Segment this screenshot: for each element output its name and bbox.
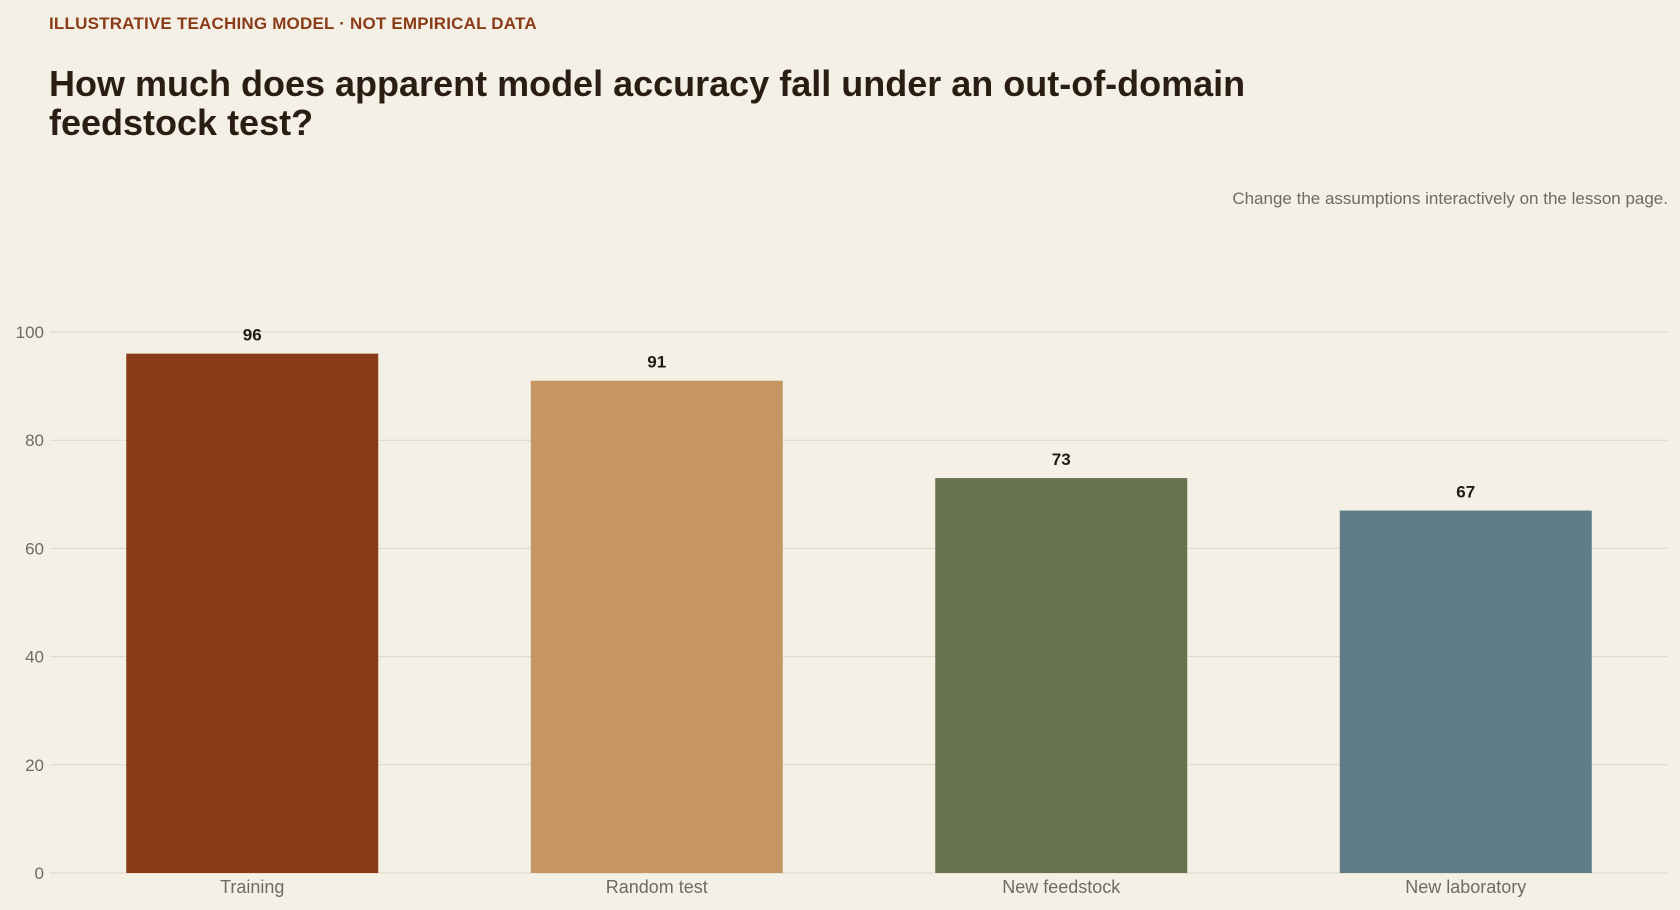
- value-label: 67: [1456, 483, 1475, 502]
- bar: [1339, 510, 1592, 873]
- value-labels: 96 91 73 67: [243, 326, 1475, 502]
- bar: [935, 478, 1188, 873]
- kicker-label: ILLUSTRATIVE TEACHING MODEL · NOT EMPIRI…: [49, 14, 537, 33]
- value-label: 73: [1052, 450, 1071, 469]
- x-category-label: Training: [220, 877, 284, 897]
- bar: [126, 353, 379, 873]
- bars: [126, 353, 1592, 873]
- value-label: 91: [647, 353, 666, 372]
- x-axis-categories: Training Random test New feedstock New labo…: [220, 877, 1526, 897]
- x-category-label: New feedstock: [1002, 877, 1121, 897]
- y-tick-label: 80: [25, 431, 44, 450]
- x-category-label: Random test: [606, 877, 708, 897]
- y-tick-label: 100: [16, 323, 44, 342]
- lesson-note: Change the assumptions interactively on …: [1232, 189, 1668, 208]
- y-axis-ticks: 0 20 40 60 80 100: [16, 323, 44, 883]
- y-tick-label: 0: [35, 864, 44, 883]
- chart-title: How much does apparent model accuracy fa…: [49, 63, 1246, 143]
- y-tick-label: 60: [25, 539, 44, 558]
- value-label: 96: [243, 326, 262, 345]
- y-tick-label: 40: [25, 648, 44, 667]
- y-tick-label: 20: [25, 756, 44, 775]
- bar: [530, 380, 783, 873]
- x-category-label: New laboratory: [1405, 877, 1526, 897]
